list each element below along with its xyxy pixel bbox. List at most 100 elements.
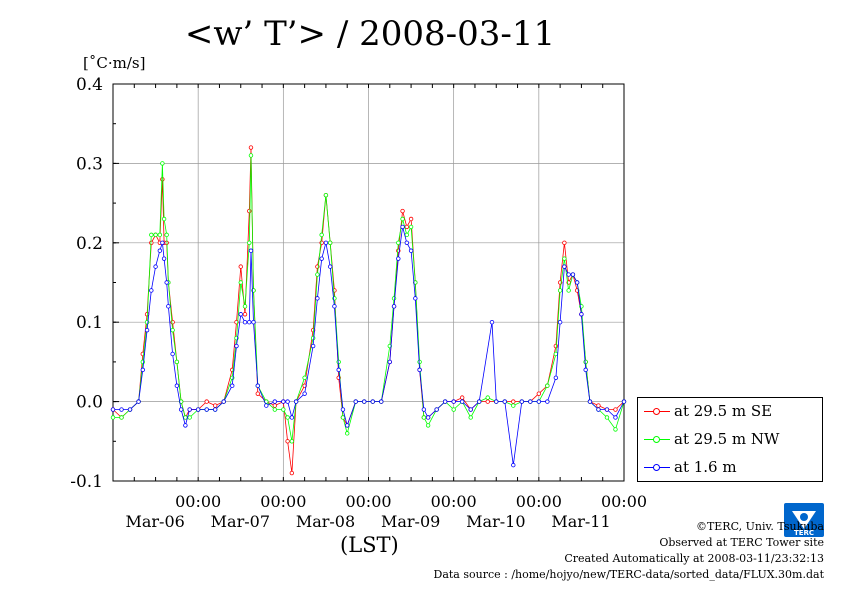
legend-symbol-se [644,405,670,417]
x-tick-time-label: 00:00 [601,492,647,511]
data-point-2 [332,304,337,309]
data-point-2 [248,248,254,253]
data-point-2 [119,407,124,412]
x-axis-label: (LST) [340,533,399,557]
data-point-2 [247,320,252,325]
data-point-0 [553,343,559,349]
data-point-1 [319,232,324,238]
data-point-1 [149,232,154,238]
data-point-1 [248,153,254,158]
data-point-2 [417,367,422,373]
x-tick-time-label: 00:00 [431,492,477,511]
data-point-2 [413,296,418,301]
data-point-1 [400,216,405,222]
y-tick-label: 0.0 [76,393,103,413]
plot-frame [112,83,625,482]
data-point-2 [434,407,439,412]
x-tick-time-label: 00:00 [175,492,221,511]
data-point-2 [425,415,431,420]
data-point-1 [289,439,295,444]
data-point-2 [230,383,235,388]
data-point-2 [319,256,324,261]
data-point-0 [160,177,165,182]
x-tick-time-label: 00:00 [260,492,306,511]
data-point-1 [302,375,307,380]
data-point-1 [340,415,346,420]
data-point-1 [408,224,414,230]
data-point-1 [468,415,473,420]
data-point-1 [238,280,243,285]
y-tick-label: -0.1 [70,472,103,492]
terc-logo-icon: TERC [784,503,824,537]
data-point-2 [562,264,567,269]
y-tick-label: 0.1 [76,313,103,333]
data-point-2 [536,399,542,404]
data-point-2 [528,399,533,404]
data-point-2 [255,383,260,388]
data-point-1 [613,427,618,432]
data-point-1 [404,232,410,238]
legend-label-nw: at 29.5 m NW [674,430,780,448]
data-point-1 [272,407,278,412]
data-point-2 [468,407,473,412]
data-point-2 [161,256,167,261]
legend-item-nw: at 29.5 m NW [644,429,779,449]
data-point-2 [264,403,269,408]
data-point-1 [604,415,610,420]
data-point-1 [583,359,588,365]
data-point-2 [221,399,226,404]
data-point-1 [566,288,571,293]
x-tick-time-label: 00:00 [516,492,562,511]
data-point-2 [153,264,158,269]
data-point-1 [110,415,116,420]
y-tick-label: 0.3 [76,154,103,174]
data-point-1 [425,423,431,428]
data-point-2 [613,415,618,420]
data-point-1 [183,415,188,420]
x-tick-date-label: Mar-09 [381,512,440,531]
data-point-2 [157,248,163,253]
data-point-1 [242,304,248,309]
data-point-2 [502,399,507,404]
legend-symbol-nw [644,433,670,445]
legend-item-1-6m: at 1.6 m [644,457,737,477]
legend-label-se: at 29.5 m SE [674,402,773,420]
data-point-1 [187,415,192,420]
data-point-2 [570,272,576,277]
data-point-2 [336,367,341,373]
data-point-0 [459,395,465,400]
y-axis-unit-label: [˚C·m/s] [83,54,146,72]
data-point-2 [545,399,550,404]
legend-label-1-6m: at 1.6 m [674,458,737,476]
data-point-2 [596,407,601,412]
data-point-1 [119,415,124,420]
data-point-2 [251,320,256,325]
data-point-2 [170,351,175,357]
data-point-2 [621,399,627,404]
data-point-1 [451,407,456,412]
chart-legend: at 29.5 m SE at 29.5 m NW at 1.6 m [637,397,823,482]
data-point-2 [340,407,346,412]
data-point-2 [387,359,392,365]
data-point-1 [170,327,175,333]
legend-item-se: at 29.5 m SE [644,401,772,421]
data-point-2 [489,320,495,325]
data-point-2 [149,288,154,293]
data-point-0 [511,399,516,404]
data-point-1 [174,359,180,365]
y-tick-label: 0.2 [76,234,103,254]
data-point-1 [285,415,290,420]
data-point-2 [396,256,401,261]
data-point-2 [323,240,329,245]
data-point-1 [327,240,333,245]
data-point-2 [144,327,150,333]
data-point-2 [327,264,333,269]
source-text: Data source : /home/hojyo/new/TERC-data/… [433,568,825,581]
data-point-2 [459,399,465,404]
data-point-2 [285,399,290,404]
data-point-2 [379,399,384,404]
data-point-2 [272,399,278,404]
data-point-2 [404,240,410,245]
data-point-2 [362,399,367,404]
